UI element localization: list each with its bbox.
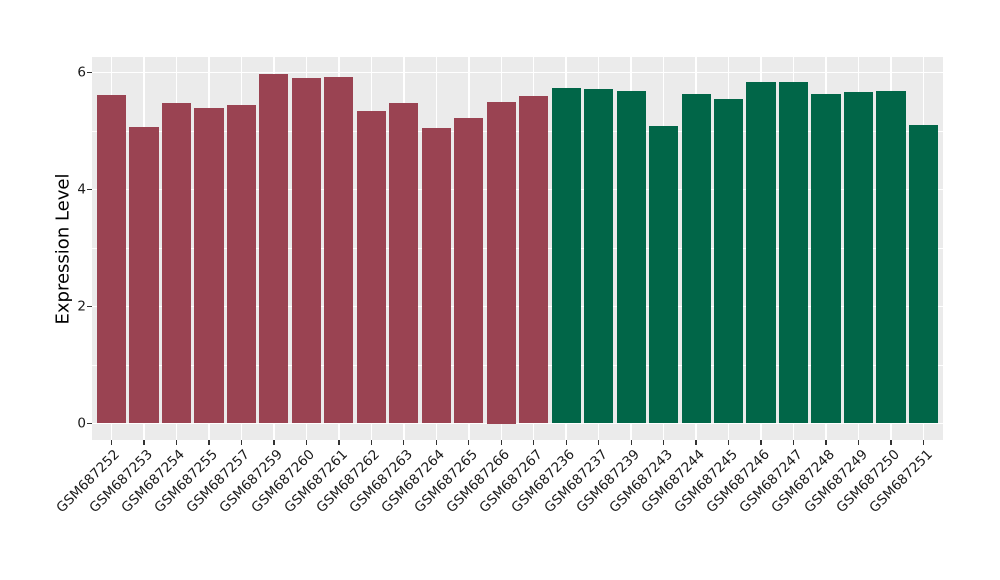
bar-GSM687247: [778, 81, 809, 424]
y-tick-mark: [87, 422, 92, 425]
x-tick-mark: [370, 440, 372, 445]
x-tick-mark: [695, 440, 697, 445]
bar-GSM687236: [551, 88, 581, 424]
x-tick-mark: [338, 440, 340, 445]
x-tick-mark: [305, 440, 308, 445]
bar-GSM687250: [876, 90, 906, 424]
bar-GSM687253: [129, 126, 159, 424]
x-tick-mark: [500, 440, 502, 445]
y-minor-gridline: [92, 247, 943, 249]
bar-GSM687264: [421, 128, 451, 424]
y-minor-gridline: [92, 364, 943, 366]
bar-GSM687261: [324, 76, 354, 424]
bar-GSM687262: [356, 110, 386, 424]
x-tick-mark: [630, 440, 632, 445]
x-tick-mark: [208, 440, 210, 445]
x-tick-mark: [110, 440, 113, 445]
x-tick-mark: [273, 440, 275, 445]
x-tick-mark: [792, 440, 795, 445]
x-tick-mark: [533, 440, 535, 445]
y-tick-label: 0: [77, 414, 86, 431]
y-major-gridline: [92, 422, 943, 425]
x-tick-mark: [922, 440, 925, 445]
y-minor-gridline: [92, 130, 943, 132]
x-tick-mark: [175, 440, 178, 445]
bar-GSM687244: [681, 93, 711, 424]
bar-GSM687257: [226, 105, 256, 424]
y-major-gridline: [92, 71, 943, 74]
x-tick-mark: [240, 440, 243, 445]
bar-GSM687267: [519, 95, 549, 424]
x-tick-mark: [468, 440, 470, 445]
bar-GSM687263: [389, 102, 419, 424]
x-tick-mark: [435, 440, 437, 445]
bar-GSM687251: [908, 124, 939, 424]
x-tick-mark: [857, 440, 860, 445]
x-tick-mark: [727, 440, 730, 445]
x-tick-mark: [565, 440, 567, 445]
x-tick-mark: [663, 440, 665, 445]
bar-GSM687259: [259, 74, 289, 424]
x-tick-mark: [760, 440, 762, 445]
bar-GSM687243: [649, 126, 679, 424]
bar-GSM687249: [843, 92, 874, 424]
bar-GSM687252: [96, 94, 127, 424]
y-tick-label: 2: [77, 297, 86, 314]
y-major-gridline: [92, 188, 943, 191]
y-tick-mark: [87, 188, 92, 191]
x-tick-mark: [598, 440, 600, 445]
x-tick-mark: [143, 440, 145, 445]
y-tick-label: 6: [77, 63, 86, 80]
x-tick-mark: [890, 440, 892, 445]
bar-GSM687237: [584, 89, 614, 424]
x-tick-mark: [403, 440, 405, 445]
bar-GSM687248: [811, 93, 841, 424]
y-tick-mark: [87, 71, 92, 74]
bar-GSM687266: [486, 101, 516, 424]
y-tick-mark: [87, 305, 92, 308]
bar-GSM687255: [194, 108, 224, 424]
bar-GSM687254: [161, 102, 192, 424]
bar-GSM687265: [454, 118, 484, 424]
y-major-gridline: [92, 305, 943, 308]
x-tick-mark: [825, 440, 827, 445]
bar-GSM687260: [291, 77, 321, 424]
y-tick-label: 4: [77, 180, 86, 197]
bar-GSM687245: [714, 99, 744, 424]
bar-GSM687239: [616, 91, 646, 424]
bar-GSM687246: [746, 82, 776, 424]
